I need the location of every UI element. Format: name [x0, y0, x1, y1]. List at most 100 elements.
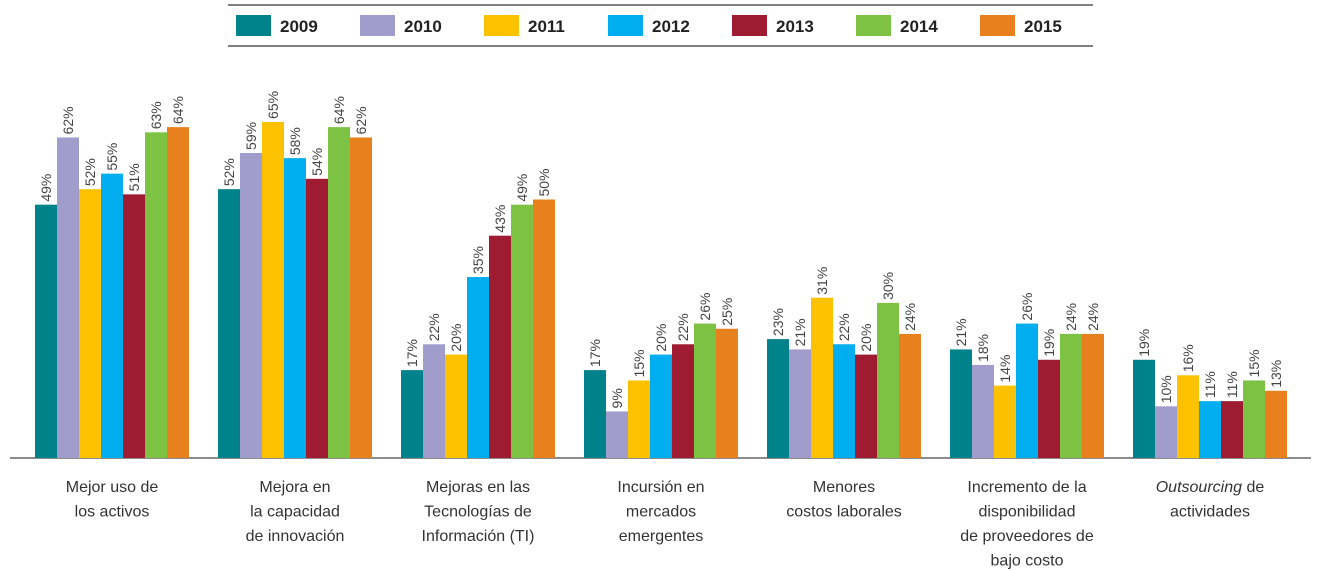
- bar: [145, 132, 167, 459]
- bar: [1199, 401, 1221, 458]
- bar: [789, 349, 811, 458]
- bar: [877, 302, 899, 458]
- bar: [972, 364, 994, 458]
- value-label: 59%: [243, 122, 259, 150]
- bar: [994, 385, 1016, 458]
- category-label: los activos: [75, 504, 150, 521]
- bar: [1265, 390, 1287, 458]
- legend-label: 2014: [900, 17, 938, 36]
- bar: [240, 152, 262, 458]
- value-label: 24%: [902, 303, 918, 331]
- value-label: 50%: [536, 168, 552, 196]
- value-label: 20%: [448, 324, 464, 352]
- category-label: Incursión en: [617, 479, 704, 496]
- value-label: 43%: [492, 205, 508, 233]
- category-label: de innovación: [246, 528, 345, 545]
- value-label: 18%: [975, 334, 991, 362]
- value-label: 55%: [104, 143, 120, 171]
- value-label: 21%: [792, 318, 808, 346]
- value-label: 19%: [1041, 329, 1057, 357]
- bar: [167, 127, 189, 459]
- bar: [628, 380, 650, 458]
- bar: [218, 189, 240, 458]
- value-label: 22%: [675, 313, 691, 341]
- bar: [284, 158, 306, 458]
- value-label: 52%: [82, 158, 98, 186]
- bar: [328, 127, 350, 459]
- bar: [1133, 359, 1155, 458]
- bar: [833, 344, 855, 458]
- category-label: Información (TI): [422, 528, 535, 545]
- value-label: 49%: [38, 174, 54, 202]
- bar: [1221, 401, 1243, 458]
- value-label: 17%: [587, 339, 603, 367]
- legend-label: 2015: [1024, 17, 1062, 36]
- category-label: Menores: [813, 479, 875, 496]
- value-label: 11%: [1224, 371, 1240, 398]
- category-label: Tecnologías de: [424, 504, 532, 521]
- bar: [306, 178, 328, 458]
- bar: [489, 235, 511, 458]
- value-label: 25%: [719, 298, 735, 326]
- value-label: 52%: [221, 158, 237, 186]
- bar: [423, 344, 445, 458]
- value-label: 11%: [1202, 371, 1218, 398]
- value-label: 22%: [426, 313, 442, 341]
- category-label: actividades: [1170, 504, 1250, 521]
- bar: [899, 333, 921, 458]
- bar: [767, 339, 789, 458]
- value-label: 16%: [1180, 344, 1196, 372]
- value-label: 58%: [287, 127, 303, 155]
- bar: [1243, 380, 1265, 458]
- legend-swatch: [856, 15, 891, 36]
- legend-swatch: [608, 15, 643, 36]
- bar: [1082, 333, 1104, 458]
- value-label: 22%: [836, 313, 852, 341]
- value-label: 14%: [997, 355, 1013, 383]
- legend-label: 2011: [528, 17, 565, 36]
- value-label: 17%: [404, 339, 420, 367]
- bar: [716, 328, 738, 458]
- legend-label: 2012: [652, 17, 690, 36]
- bar: [123, 194, 145, 458]
- value-label: 15%: [631, 349, 647, 377]
- bar: [101, 173, 123, 458]
- category-label-part: de: [1242, 479, 1264, 496]
- bar: [262, 121, 284, 458]
- value-label: 15%: [1246, 349, 1262, 377]
- category-label: Mejoras en las: [426, 479, 530, 496]
- bar: [511, 204, 533, 458]
- value-label: 10%: [1158, 375, 1174, 403]
- value-label: 26%: [1019, 293, 1035, 321]
- bar: [57, 137, 79, 458]
- bar: [584, 370, 606, 458]
- value-label: 13%: [1268, 360, 1284, 388]
- category-label: mercados: [626, 504, 696, 521]
- category-label: Mejor uso de: [66, 479, 159, 496]
- value-label: 63%: [148, 101, 164, 129]
- legend-label: 2010: [404, 17, 442, 36]
- bar: [79, 189, 101, 458]
- bar: [672, 344, 694, 458]
- category-label: Outsourcing de: [1156, 479, 1265, 496]
- value-label: 24%: [1063, 303, 1079, 331]
- value-label: 20%: [653, 324, 669, 352]
- bar: [1016, 323, 1038, 458]
- bar: [950, 349, 972, 458]
- value-label: 31%: [814, 267, 830, 295]
- bar: [1038, 359, 1060, 458]
- category-label: la capacidad: [250, 504, 340, 521]
- value-label: 64%: [331, 96, 347, 124]
- value-label: 20%: [858, 324, 874, 352]
- bar: [401, 370, 423, 458]
- category-label: Incremento de la: [967, 479, 1086, 496]
- bar: [855, 354, 877, 458]
- value-label: 54%: [309, 148, 325, 176]
- category-label: de proveedores de: [960, 528, 1094, 545]
- bar: [694, 323, 716, 458]
- category-label-part: Outsourcing: [1156, 479, 1242, 496]
- bar: [35, 204, 57, 458]
- value-label: 51%: [126, 163, 142, 191]
- bar: [606, 411, 628, 458]
